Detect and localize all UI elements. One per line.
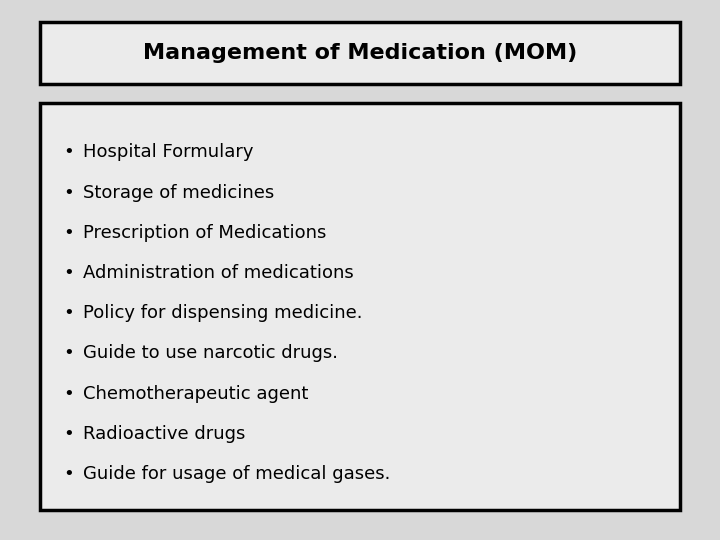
Text: Policy for dispensing medicine.: Policy for dispensing medicine. bbox=[83, 304, 362, 322]
Text: Hospital Formulary: Hospital Formulary bbox=[83, 144, 253, 161]
Text: •: • bbox=[63, 304, 73, 322]
Text: Radioactive drugs: Radioactive drugs bbox=[83, 425, 246, 443]
Text: Chemotherapeutic agent: Chemotherapeutic agent bbox=[83, 384, 308, 403]
FancyBboxPatch shape bbox=[40, 103, 680, 510]
Text: Guide to use narcotic drugs.: Guide to use narcotic drugs. bbox=[83, 345, 338, 362]
Text: •: • bbox=[63, 425, 73, 443]
FancyBboxPatch shape bbox=[40, 22, 680, 84]
Text: Management of Medication (MOM): Management of Medication (MOM) bbox=[143, 43, 577, 63]
Text: •: • bbox=[63, 184, 73, 201]
Text: Storage of medicines: Storage of medicines bbox=[83, 184, 274, 201]
Text: •: • bbox=[63, 465, 73, 483]
Text: •: • bbox=[63, 224, 73, 242]
Text: •: • bbox=[63, 144, 73, 161]
Text: •: • bbox=[63, 264, 73, 282]
Text: •: • bbox=[63, 345, 73, 362]
Text: Administration of medications: Administration of medications bbox=[83, 264, 354, 282]
Text: •: • bbox=[63, 384, 73, 403]
Text: Prescription of Medications: Prescription of Medications bbox=[83, 224, 326, 242]
Text: Guide for usage of medical gases.: Guide for usage of medical gases. bbox=[83, 465, 390, 483]
